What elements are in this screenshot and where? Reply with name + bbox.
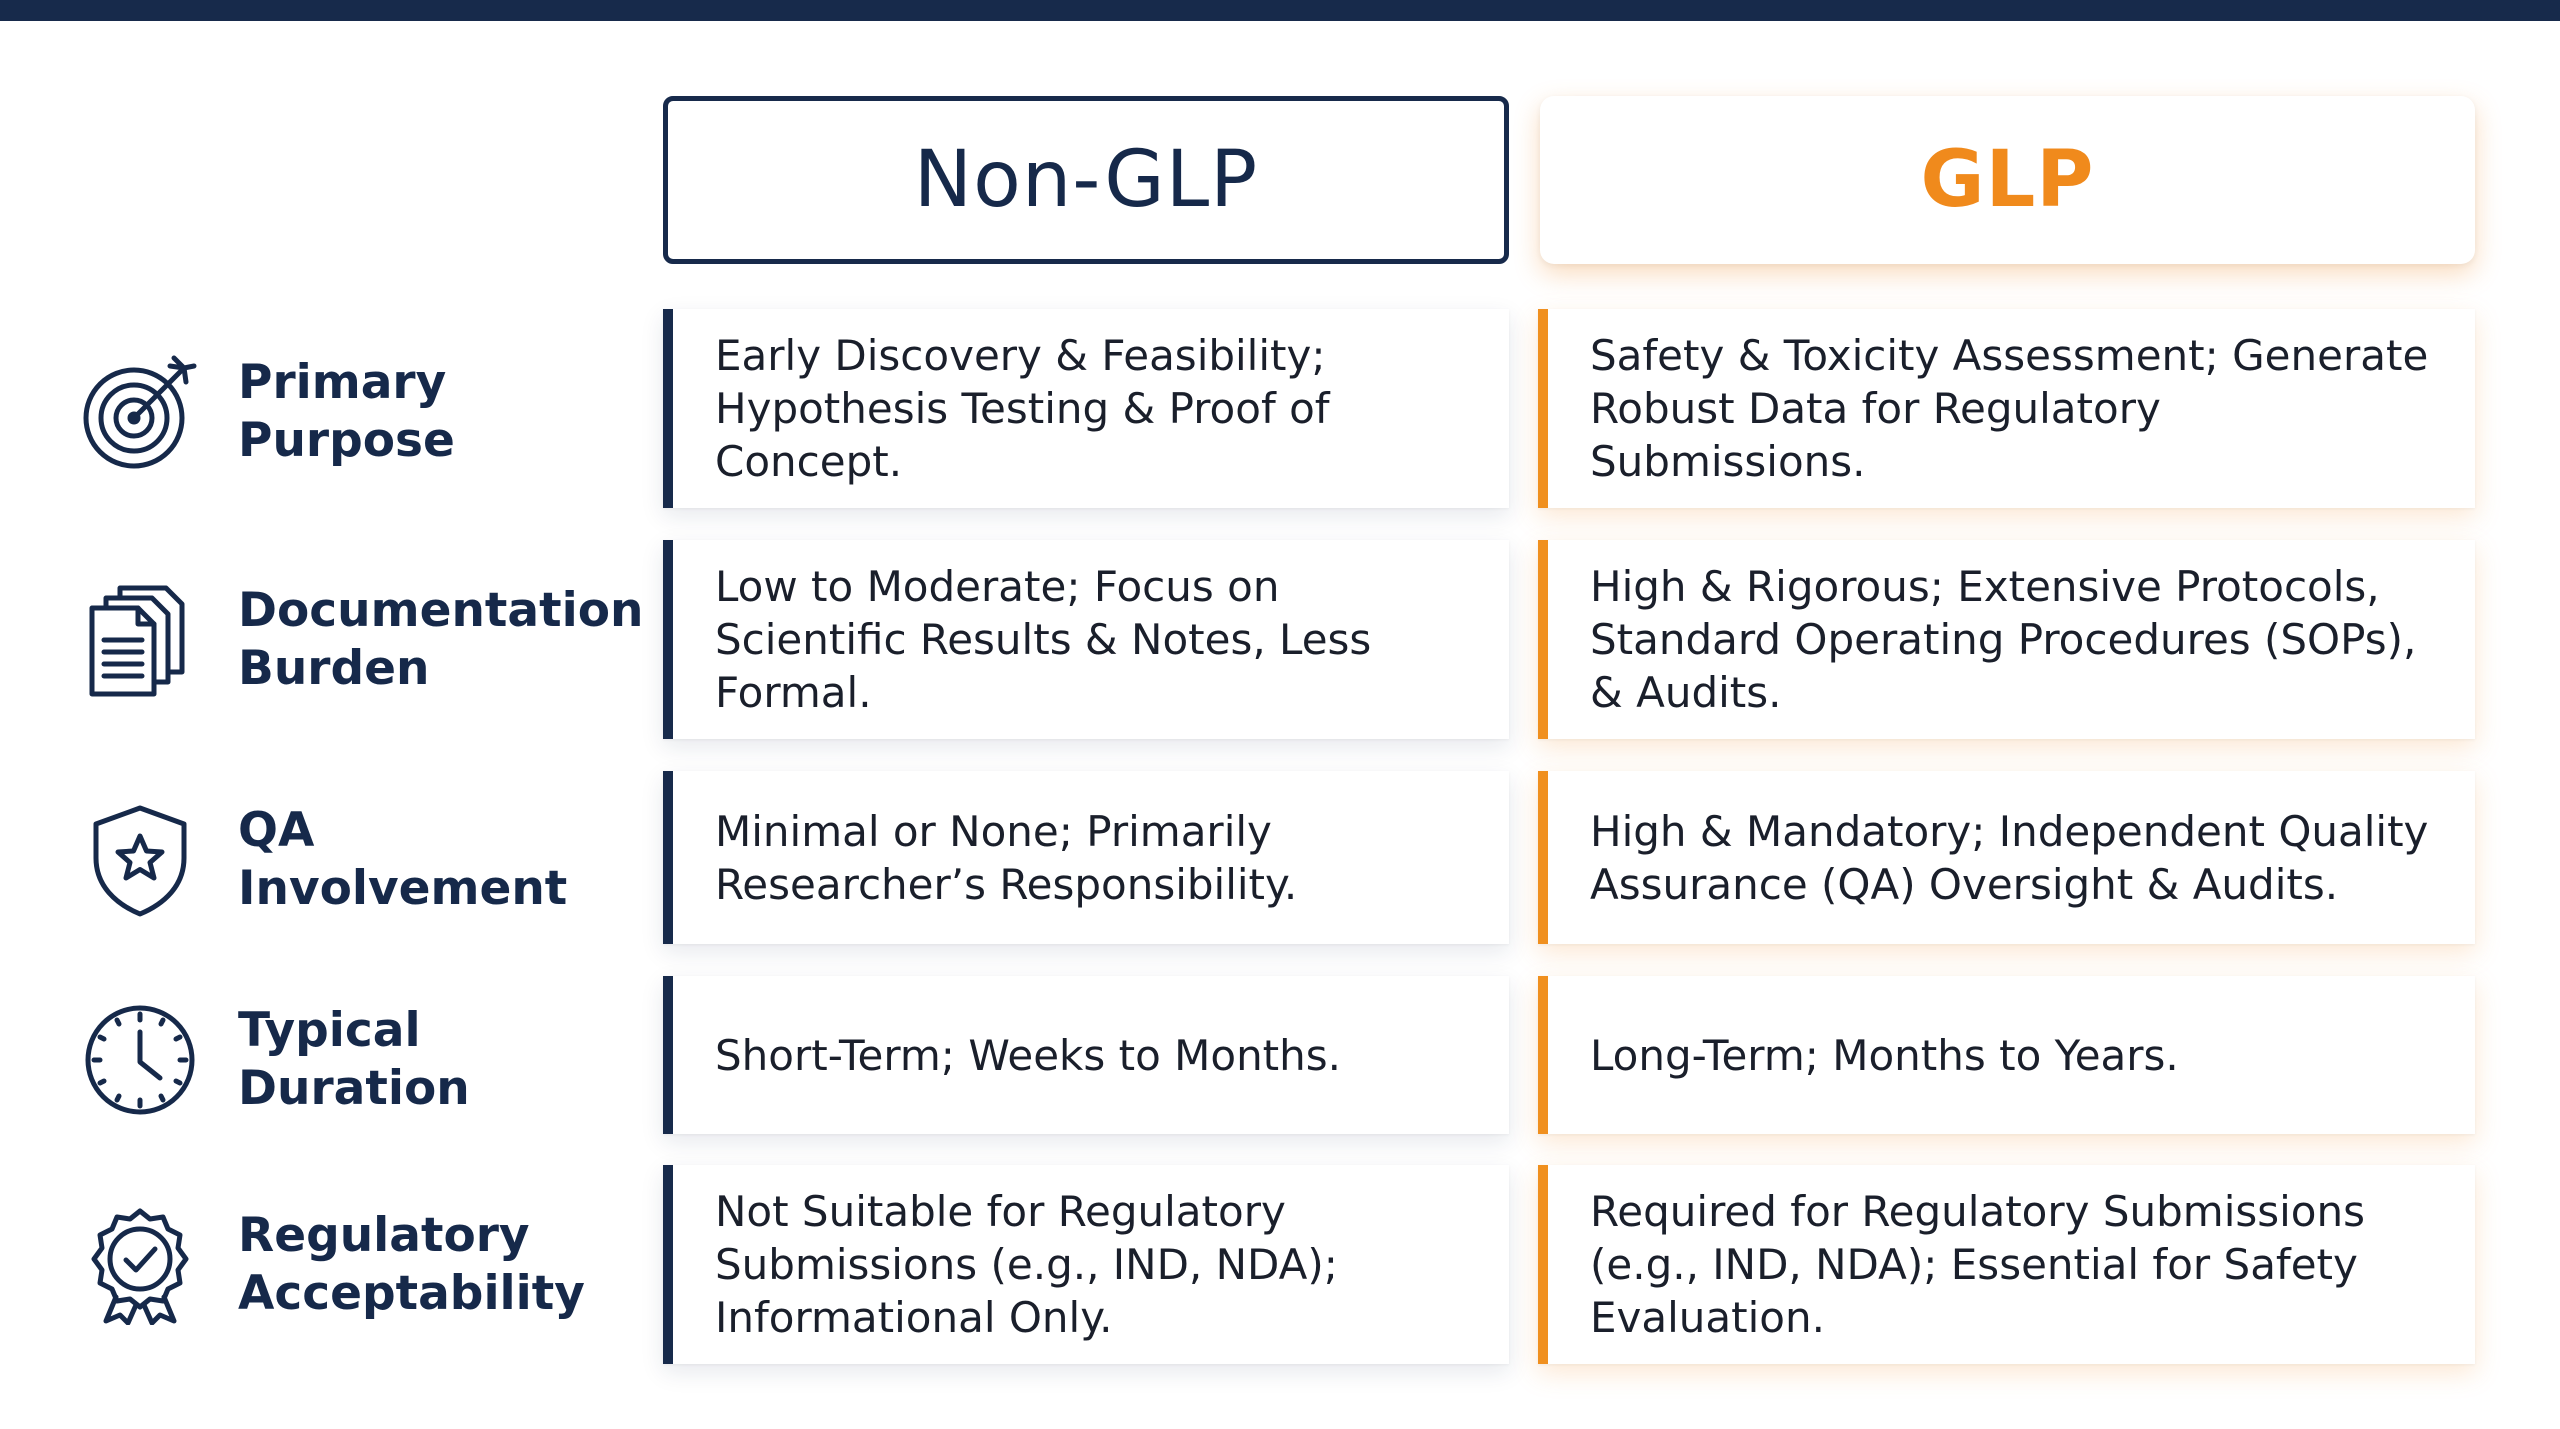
row-title: Documentation Burden — [238, 583, 644, 696]
non-glp-cell-regulatory-acceptability: Not Suitable for Regulatory Submissions … — [663, 1165, 1509, 1364]
non-glp-cell-primary-purpose: Early Discovery & Feasibility; Hypothesi… — [663, 309, 1509, 508]
row-label-typical-duration: Typical Duration — [80, 995, 640, 1125]
non-glp-cell-documentation-burden: Low to Moderate; Focus on Scientific Res… — [663, 540, 1509, 739]
glp-cell-documentation-burden: High & Rigorous; Extensive Protocols, St… — [1538, 540, 2475, 739]
row-label-qa-involvement: QA Involvement — [80, 795, 640, 925]
header-glp: GLP — [1540, 96, 2475, 264]
clock-icon — [80, 1000, 200, 1120]
glp-cell-primary-purpose: Safety & Toxicity Assessment; Generate R… — [1538, 309, 2475, 508]
row-title: Typical Duration — [238, 1003, 470, 1116]
row-label-documentation-burden: Documentation Burden — [80, 575, 644, 705]
shield-star-icon — [80, 800, 200, 920]
glp-cell-qa-involvement: High & Mandatory; Independent Quality As… — [1538, 771, 2475, 944]
row-label-primary-purpose: Primary Purpose — [80, 347, 640, 477]
glp-cell-typical-duration: Long-Term; Months to Years. — [1538, 976, 2475, 1134]
glp-cell-regulatory-acceptability: Required for Regulatory Submissions (e.g… — [1538, 1165, 2475, 1364]
header-non-glp: Non-GLP — [663, 96, 1509, 264]
row-title: QA Involvement — [238, 803, 568, 916]
row-title: Regulatory Acceptability — [238, 1208, 585, 1321]
non-glp-cell-qa-involvement: Minimal or None; Primarily Researcher’s … — [663, 771, 1509, 944]
non-glp-cell-typical-duration: Short-Term; Weeks to Months. — [663, 976, 1509, 1134]
target-icon — [80, 352, 200, 472]
row-label-regulatory-acceptability: Regulatory Acceptability — [80, 1200, 640, 1330]
documents-icon — [80, 580, 200, 700]
award-badge-icon — [80, 1205, 200, 1325]
top-accent-bar — [0, 0, 2560, 21]
row-title: Primary Purpose — [238, 355, 455, 468]
